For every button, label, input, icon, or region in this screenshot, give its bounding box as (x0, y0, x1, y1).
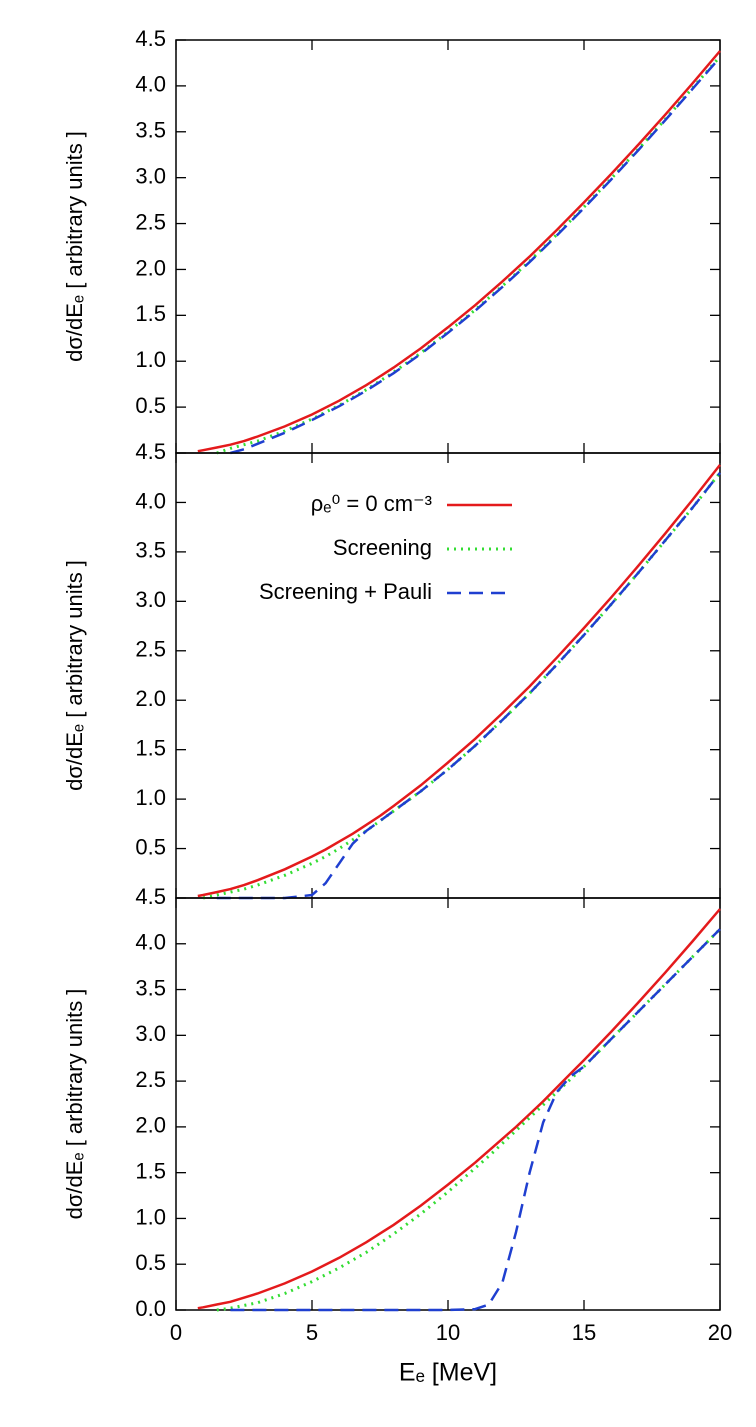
legend-label: Screening (333, 535, 432, 560)
y-tick-label: 1.0 (135, 347, 166, 372)
y-axis-label: dσ/dEₑ [ arbitrary units ] (62, 989, 87, 1220)
y-tick-label: 4.0 (135, 72, 166, 97)
y-tick-label: 2.5 (135, 209, 166, 234)
data-line (216, 472, 721, 900)
plot-frame (175, 897, 721, 1311)
y-tick-label: 4.5 (135, 439, 166, 464)
y-tick-label: 4.0 (135, 930, 166, 955)
x-tick-label: 5 (306, 1320, 318, 1345)
y-tick-label: 4.5 (135, 26, 166, 51)
x-axis-label: Eₑ [MeV] (399, 1359, 497, 1387)
y-tick-label: 2.0 (135, 255, 166, 280)
y-tick-label: 2.5 (135, 637, 166, 662)
x-tick-label: 15 (572, 1320, 596, 1345)
y-tick-label: 2.0 (135, 1113, 166, 1138)
y-tick-label: 1.0 (135, 1204, 166, 1229)
data-line (197, 50, 721, 453)
data-line (216, 928, 722, 1312)
y-tick-label: 0.5 (135, 1250, 166, 1275)
y-tick-label: 0.5 (135, 393, 166, 418)
y-tick-label: 3.5 (135, 118, 166, 143)
data-line (197, 908, 721, 1310)
y-tick-label: 2.0 (135, 686, 166, 711)
data-line (202, 471, 722, 900)
data-line (230, 56, 721, 455)
y-tick-label: 3.5 (135, 538, 166, 563)
x-tick-label: 20 (708, 1320, 732, 1345)
plot-frame (175, 452, 721, 899)
y-tick-label: 3.0 (135, 587, 166, 612)
legend-label: ρₑ⁰ = 0 cm⁻³ (311, 491, 432, 516)
y-tick-label: 0.0 (135, 1296, 166, 1321)
y-tick-label: 2.5 (135, 1067, 166, 1092)
data-line (230, 928, 721, 1312)
data-line (197, 464, 721, 898)
legend-label: Screening + Pauli (259, 579, 432, 604)
y-tick-label: 4.5 (135, 884, 166, 909)
y-tick-label: 1.0 (135, 785, 166, 810)
y-tick-label: 1.5 (135, 735, 166, 760)
y-tick-label: 1.5 (135, 1158, 166, 1183)
y-tick-label: 3.0 (135, 1021, 166, 1046)
y-tick-label: 4.0 (135, 488, 166, 513)
y-axis-label: dσ/dEₑ [ arbitrary units ] (62, 131, 87, 362)
x-tick-label: 10 (436, 1320, 460, 1345)
y-tick-label: 1.5 (135, 301, 166, 326)
y-tick-label: 3.0 (135, 163, 166, 188)
data-line (216, 55, 722, 455)
x-tick-label: 0 (170, 1320, 182, 1345)
y-tick-label: 3.5 (135, 975, 166, 1000)
y-axis-label: dσ/dEₑ [ arbitrary units ] (62, 560, 87, 791)
plot-frame (175, 39, 721, 454)
y-tick-label: 0.5 (135, 834, 166, 859)
